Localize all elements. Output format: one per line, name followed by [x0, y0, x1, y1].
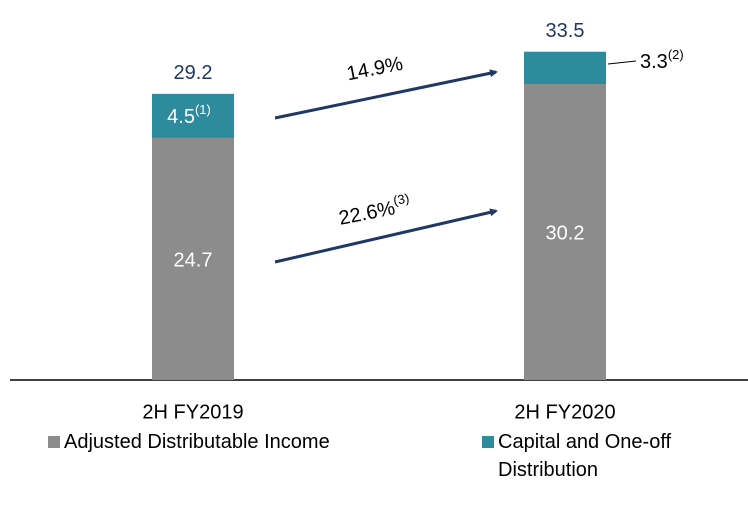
arrow	[274, 208, 498, 264]
annotation: 22.6%(3)	[336, 191, 412, 230]
legend-label: Capital and One-off Distribution	[498, 431, 672, 481]
legend-item: Capital and One-off Distribution	[482, 428, 722, 484]
bar-segment	[524, 84, 606, 380]
value-label: 3.3(2)	[640, 47, 684, 73]
footnote-mark: (3)	[392, 191, 410, 209]
legend-swatch	[482, 436, 494, 448]
total-label: 29.2	[174, 62, 213, 84]
legend-item: Adjusted Distributable Income	[48, 428, 368, 456]
annotation-text: 22.6%	[337, 198, 397, 230]
bar-segment	[152, 93, 234, 138]
bar-segment	[152, 137, 234, 380]
annotation: 14.9%	[345, 53, 405, 85]
value-label: 4.5(1)	[167, 102, 211, 128]
x-tick-label: 2H FY2019	[142, 401, 243, 423]
legend-swatch	[48, 436, 60, 448]
legend-label: Adjusted Distributable Income	[64, 431, 330, 453]
x-tick-label: 2H FY2020	[514, 401, 615, 423]
leader-line	[607, 60, 637, 65]
annotation-text: 14.9%	[345, 53, 405, 85]
total-label: 33.5	[546, 20, 585, 42]
footnote-mark: (2)	[668, 47, 684, 62]
value: 4.5	[167, 106, 195, 128]
value: 3.3	[640, 51, 668, 73]
value-label: 24.7	[174, 249, 213, 271]
value-label: 30.2	[546, 222, 585, 244]
bar-segment	[524, 51, 606, 85]
arrow	[274, 69, 498, 120]
footnote-mark: (1)	[195, 102, 211, 117]
